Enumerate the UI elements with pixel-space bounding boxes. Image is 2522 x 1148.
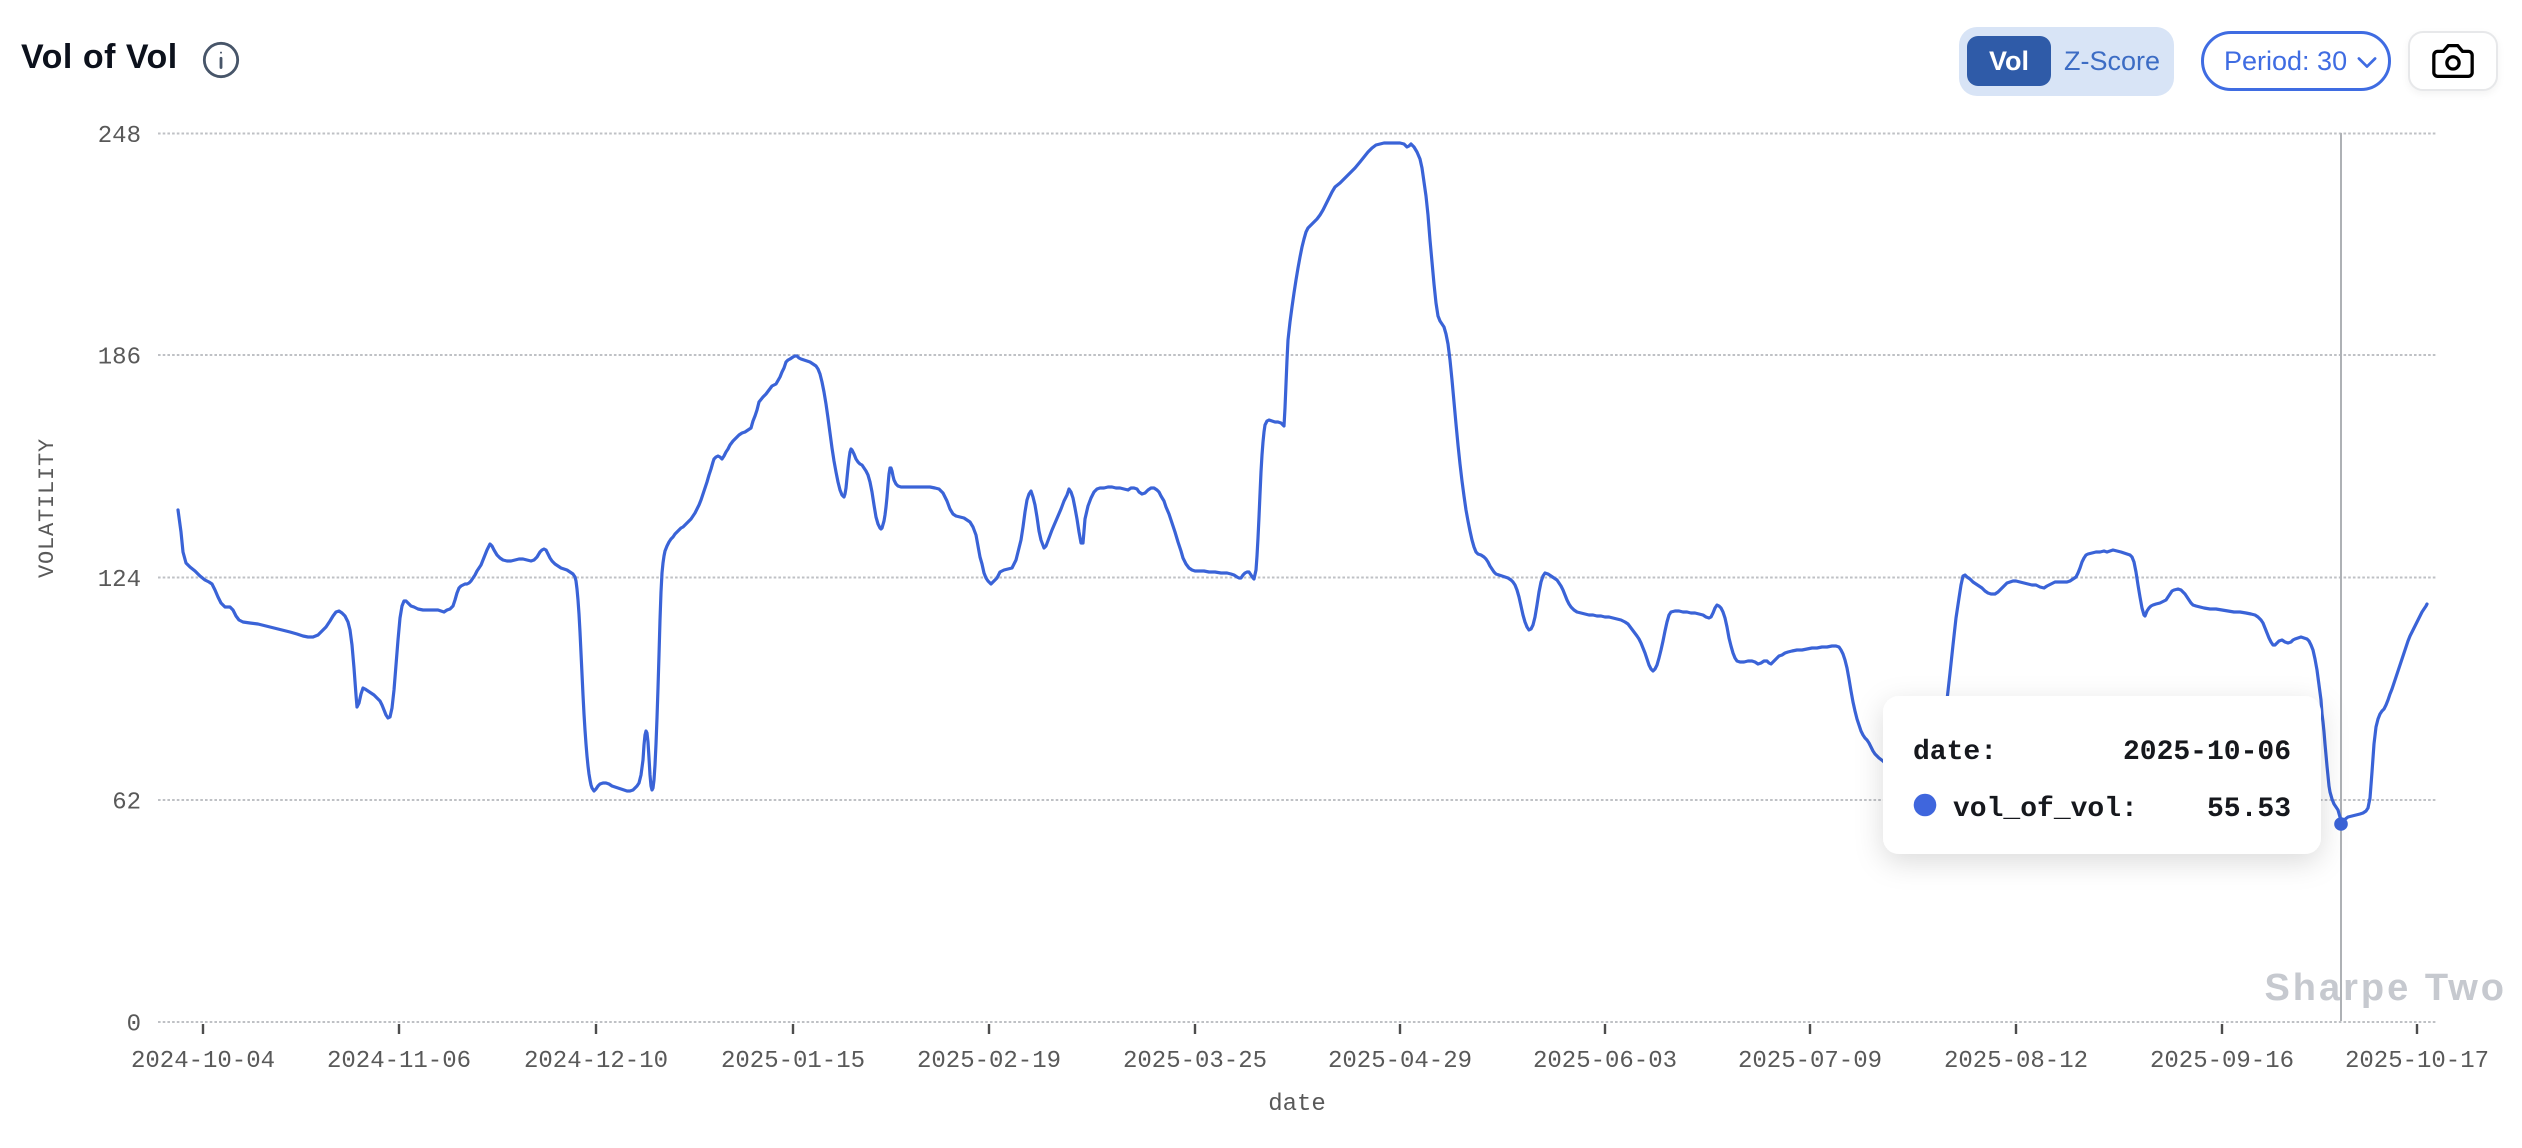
svg-text:2025-02-19: 2025-02-19 xyxy=(917,1048,1061,1075)
svg-text:124: 124 xyxy=(98,567,141,594)
svg-text:2025-08-12: 2025-08-12 xyxy=(1944,1048,2088,1075)
svg-text:2024-11-06: 2024-11-06 xyxy=(327,1048,471,1075)
svg-text:186: 186 xyxy=(98,345,141,372)
svg-text:62: 62 xyxy=(112,790,141,817)
svg-text:vol_of_vol:: vol_of_vol: xyxy=(1953,794,2138,825)
svg-text:0: 0 xyxy=(127,1012,141,1039)
svg-text:2025-07-09: 2025-07-09 xyxy=(1738,1048,1882,1075)
svg-text:248: 248 xyxy=(98,123,141,150)
svg-text:2025-03-25: 2025-03-25 xyxy=(1123,1048,1267,1075)
svg-text:2025-09-16: 2025-09-16 xyxy=(2150,1048,2294,1075)
svg-text:Sharpe Two: Sharpe Two xyxy=(2264,967,2507,1009)
svg-text:2025-10-17: 2025-10-17 xyxy=(2345,1048,2489,1075)
svg-text:2025-01-15: 2025-01-15 xyxy=(721,1048,865,1075)
svg-text:2025-04-29: 2025-04-29 xyxy=(1328,1048,1472,1075)
svg-text:2025-06-03: 2025-06-03 xyxy=(1533,1048,1677,1075)
svg-text:55.53: 55.53 xyxy=(2207,794,2291,825)
svg-text:VOLATILITY: VOLATILITY xyxy=(35,438,60,578)
svg-text:2025-10-06: 2025-10-06 xyxy=(2123,737,2291,768)
svg-text:date: date xyxy=(1268,1091,1326,1118)
svg-text:date:: date: xyxy=(1913,737,1997,768)
svg-text:2024-12-10: 2024-12-10 xyxy=(524,1048,668,1075)
svg-text:2024-10-04: 2024-10-04 xyxy=(131,1048,275,1075)
